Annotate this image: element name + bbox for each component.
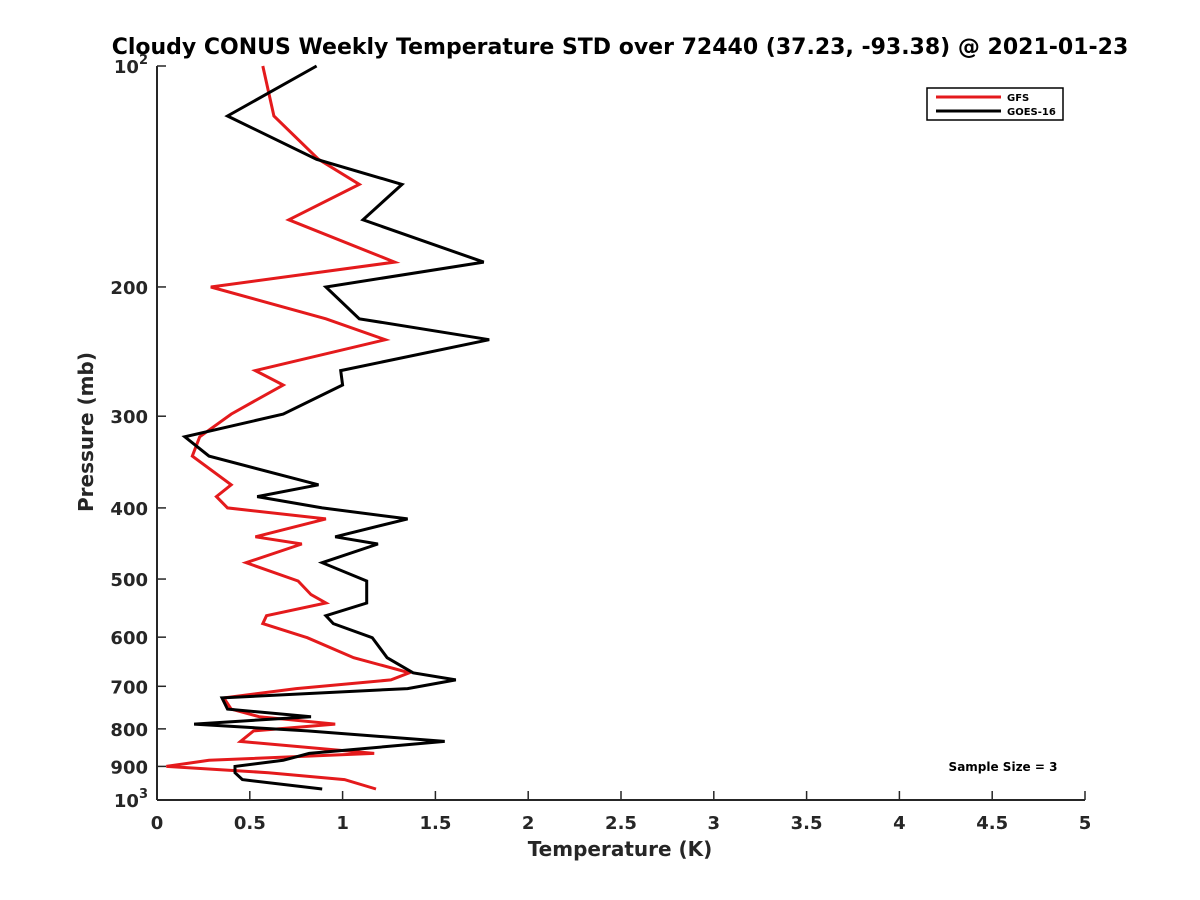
y-tick-label: 300 bbox=[110, 407, 148, 428]
legend-label: GFS bbox=[1007, 93, 1029, 104]
x-axis-ticks: 0 0.5 1 1.5 2 2.5 3 3.5 4 4.5 5 bbox=[151, 791, 1092, 834]
legend-label: GOES-16 bbox=[1007, 107, 1056, 118]
x-tick-label: 0.5 bbox=[234, 813, 266, 834]
y-tick-label: 103 bbox=[114, 787, 148, 812]
x-tick-label: 2 bbox=[522, 813, 535, 834]
x-tick-label: 5 bbox=[1079, 813, 1092, 834]
x-tick-label: 2.5 bbox=[605, 813, 637, 834]
legend: GFS GOES-16 bbox=[926, 87, 1064, 121]
x-tick-label: 3.5 bbox=[791, 813, 823, 834]
x-tick-label: 4 bbox=[893, 813, 906, 834]
y-tick-label: 102 bbox=[114, 53, 148, 78]
plot-background bbox=[157, 66, 1085, 800]
y-tick-label: 200 bbox=[110, 278, 148, 299]
sample-size-annotation: Sample Size = 3 bbox=[949, 760, 1058, 774]
series-line-goes-16 bbox=[181, 64, 490, 791]
y-axis-label: Pressure (mb) bbox=[74, 352, 98, 512]
y-tick-label: 600 bbox=[110, 628, 148, 649]
x-tick-label: 0 bbox=[151, 813, 164, 834]
x-tick-label: 1.5 bbox=[419, 813, 451, 834]
x-tick-label: 1 bbox=[336, 813, 349, 834]
series-layer bbox=[166, 64, 490, 791]
x-axis-label: Temperature (K) bbox=[528, 837, 713, 861]
y-tick-label: 900 bbox=[110, 757, 148, 778]
legend-box bbox=[926, 87, 1064, 121]
plot-area: 0 0.5 1 1.5 2 2.5 3 3.5 4 4.5 5 102 200 300 400 500 600… bbox=[110, 53, 1091, 834]
y-tick-label: 700 bbox=[110, 677, 148, 698]
y-tick-label: 500 bbox=[110, 570, 148, 591]
chart-title: Cloudy CONUS Weekly Temperature STD over… bbox=[112, 35, 1129, 60]
series-line-gfs bbox=[166, 65, 415, 791]
x-tick-label: 4.5 bbox=[976, 813, 1008, 834]
y-tick-label: 800 bbox=[110, 720, 148, 741]
y-axis-ticks: 102 200 300 400 500 600 700 800 900 103 bbox=[110, 53, 166, 812]
y-tick-label: 400 bbox=[110, 499, 148, 520]
x-tick-label: 3 bbox=[708, 813, 721, 834]
